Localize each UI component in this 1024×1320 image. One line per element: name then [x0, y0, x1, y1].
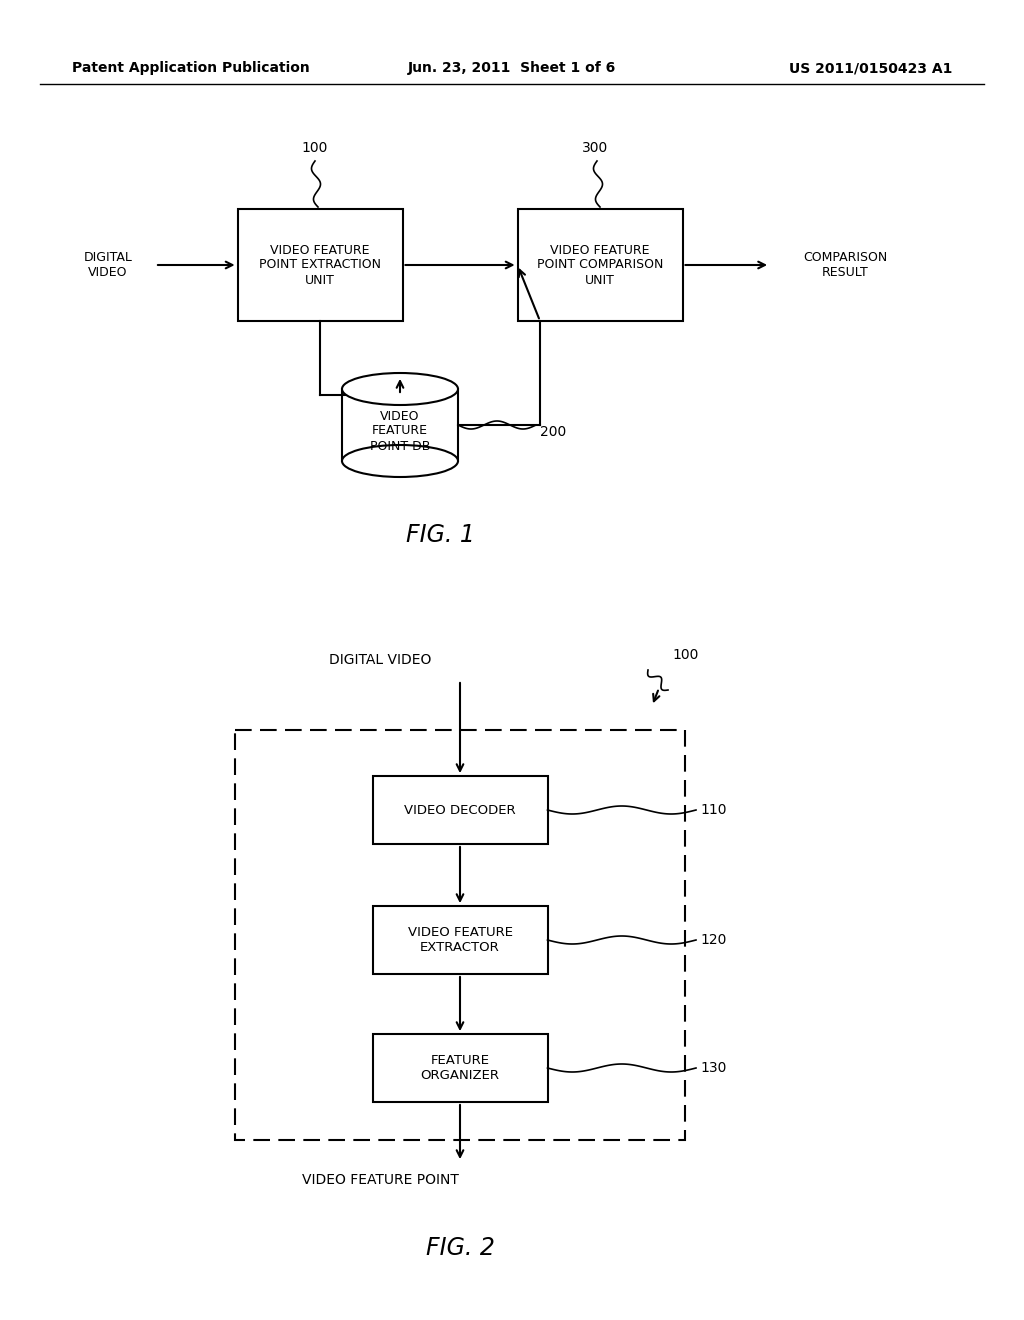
Text: DIGITAL VIDEO: DIGITAL VIDEO [329, 653, 431, 667]
Text: 300: 300 [582, 141, 608, 154]
Text: Jun. 23, 2011  Sheet 1 of 6: Jun. 23, 2011 Sheet 1 of 6 [408, 61, 616, 75]
Text: VIDEO
FEATURE
POINT DB: VIDEO FEATURE POINT DB [370, 409, 430, 453]
Text: FEATURE
ORGANIZER: FEATURE ORGANIZER [421, 1053, 500, 1082]
Ellipse shape [342, 445, 458, 477]
Text: 130: 130 [700, 1061, 726, 1074]
Text: 100: 100 [672, 648, 698, 663]
Bar [373, 1034, 548, 1102]
Text: COMPARISON
RESULT: COMPARISON RESULT [803, 251, 887, 279]
Text: DIGITAL
VIDEO: DIGITAL VIDEO [84, 251, 132, 279]
Bar [342, 389, 458, 461]
Text: US 2011/0150423 A1: US 2011/0150423 A1 [788, 61, 952, 75]
Text: VIDEO FEATURE
POINT COMPARISON
UNIT: VIDEO FEATURE POINT COMPARISON UNIT [537, 243, 664, 286]
Bar [234, 730, 685, 1140]
Ellipse shape [342, 374, 458, 405]
Text: 120: 120 [700, 933, 726, 946]
Text: FIG. 2: FIG. 2 [426, 1236, 495, 1261]
Bar [373, 906, 548, 974]
Text: Patent Application Publication: Patent Application Publication [72, 61, 309, 75]
Text: 200: 200 [540, 425, 566, 440]
Text: FIG. 1: FIG. 1 [406, 523, 474, 546]
Text: VIDEO DECODER: VIDEO DECODER [404, 804, 516, 817]
Text: VIDEO FEATURE
EXTRACTOR: VIDEO FEATURE EXTRACTOR [408, 927, 512, 954]
Bar [373, 776, 548, 843]
Bar [238, 209, 402, 321]
Text: 110: 110 [700, 803, 726, 817]
Text: VIDEO FEATURE
POINT EXTRACTION
UNIT: VIDEO FEATURE POINT EXTRACTION UNIT [259, 243, 381, 286]
Text: 100: 100 [302, 141, 328, 154]
Text: VIDEO FEATURE POINT: VIDEO FEATURE POINT [301, 1173, 459, 1187]
Bar [517, 209, 683, 321]
